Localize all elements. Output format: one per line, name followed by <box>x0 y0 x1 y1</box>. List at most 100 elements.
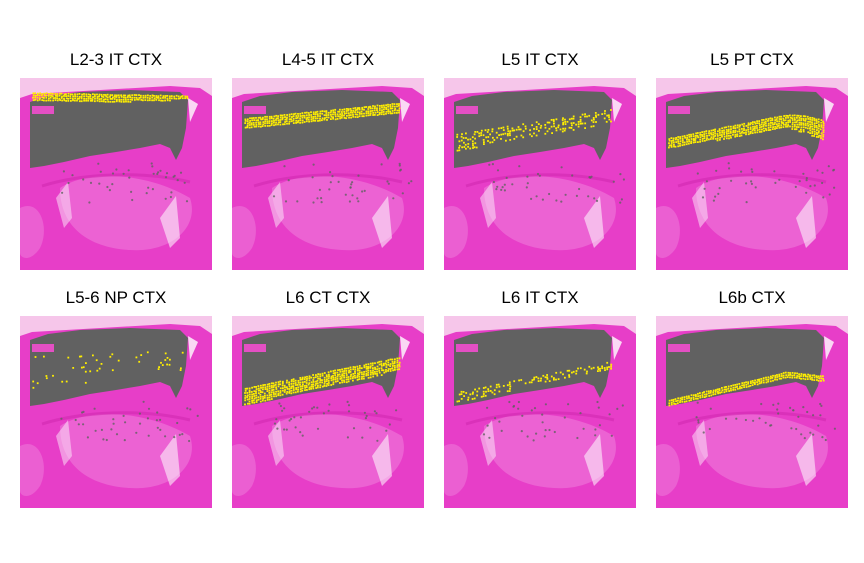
highlight-spot <box>248 402 251 405</box>
highlight-spot <box>593 118 595 121</box>
highlight-spot <box>546 374 548 376</box>
highlight-spot <box>597 113 600 116</box>
highlight-spot <box>396 357 399 360</box>
highlight-spot <box>358 375 361 378</box>
highlight-spot <box>741 123 744 126</box>
highlight-spot <box>253 395 256 397</box>
highlight-spot <box>806 375 809 378</box>
spot <box>329 181 332 184</box>
panel-title: L6 IT CTX <box>501 288 579 307</box>
spot <box>596 400 599 404</box>
highlight-spot <box>461 133 463 135</box>
highlight-spot <box>250 122 253 125</box>
highlight-spot <box>369 365 372 368</box>
highlight-spot <box>387 363 390 366</box>
highlight-spot <box>487 390 490 392</box>
highlight-spot <box>275 114 278 117</box>
highlight-spot <box>173 95 176 98</box>
spot <box>320 197 323 200</box>
highlight-spot <box>295 384 297 386</box>
spot <box>331 175 334 178</box>
highlight-spot <box>292 378 295 381</box>
spot <box>798 180 801 183</box>
highlight-spot <box>730 128 732 130</box>
highlight-spot <box>568 126 571 129</box>
highlight-spot <box>813 117 816 120</box>
spot <box>518 165 521 168</box>
spot <box>328 403 331 406</box>
highlight-spot <box>478 132 481 135</box>
highlight-spot <box>806 127 809 130</box>
highlight-spot <box>789 116 792 119</box>
highlight-spot <box>367 367 370 370</box>
highlight-spot <box>562 117 564 120</box>
highlight-spot <box>248 121 251 124</box>
highlight-spot <box>246 398 249 401</box>
spot <box>824 438 827 442</box>
highlight-spot <box>321 119 323 122</box>
highlight-spot <box>78 95 81 98</box>
highlight-spot <box>102 96 105 98</box>
highlight-spot <box>164 352 167 355</box>
panel-title: L5 IT CTX <box>501 50 579 69</box>
highlight-spot <box>710 390 712 392</box>
highlight-spot <box>762 377 765 379</box>
highlight-spot <box>716 137 719 140</box>
highlight-spot <box>734 124 737 127</box>
highlight-spot <box>343 381 346 383</box>
highlight-spot <box>579 122 582 125</box>
spot <box>100 428 103 431</box>
spot <box>508 400 511 404</box>
highlight-spot <box>294 391 297 394</box>
highlight-spot <box>299 115 302 117</box>
spot <box>346 436 349 439</box>
highlight-spot <box>393 103 396 105</box>
highlight-spot <box>363 373 365 375</box>
highlight-spot <box>495 131 498 134</box>
highlight-spot <box>184 97 186 100</box>
highlight-spot <box>43 94 46 97</box>
highlight-spot <box>252 123 255 126</box>
highlight-spot <box>283 391 286 393</box>
spot <box>89 181 93 184</box>
highlight-spot <box>603 367 606 369</box>
highlight-spot <box>692 141 695 144</box>
highlight-spot <box>350 373 352 376</box>
highlight-spot <box>577 125 580 128</box>
highlight-spot <box>100 363 103 365</box>
spot <box>311 176 314 179</box>
highlight-spot <box>307 383 310 386</box>
spot <box>728 167 731 170</box>
highlight-spot <box>255 388 258 390</box>
spot <box>178 433 181 436</box>
highlight-spot <box>104 94 107 96</box>
highlight-spot <box>393 112 396 114</box>
highlight-spot <box>117 359 120 362</box>
highlight-spot <box>784 371 787 374</box>
highlight-spot <box>389 365 392 367</box>
highlight-spot <box>266 388 269 390</box>
highlight-spot <box>610 367 612 370</box>
highlight-spot <box>262 116 264 119</box>
highlight-spot <box>564 127 567 130</box>
tissue-gap <box>824 336 834 360</box>
highlight-spot <box>334 376 337 379</box>
highlight-spot <box>334 118 337 121</box>
spot <box>176 179 179 182</box>
highlight-spot <box>730 136 732 139</box>
highlight-spot <box>588 365 591 368</box>
highlight-spot <box>610 363 613 366</box>
highlight-spot <box>365 114 368 117</box>
highlight-spot <box>535 134 538 137</box>
highlight-spot <box>743 122 746 125</box>
highlight-spot <box>802 373 805 376</box>
highlight-spot <box>559 128 562 131</box>
highlight-spot <box>765 124 767 127</box>
highlight-spot <box>533 128 535 130</box>
highlight-spot <box>520 134 523 137</box>
highlight-spot <box>308 386 311 389</box>
highlight-spot <box>279 114 282 117</box>
highlight-spot <box>358 378 361 380</box>
highlight-spot <box>725 388 728 391</box>
highlight-spot <box>308 377 311 380</box>
